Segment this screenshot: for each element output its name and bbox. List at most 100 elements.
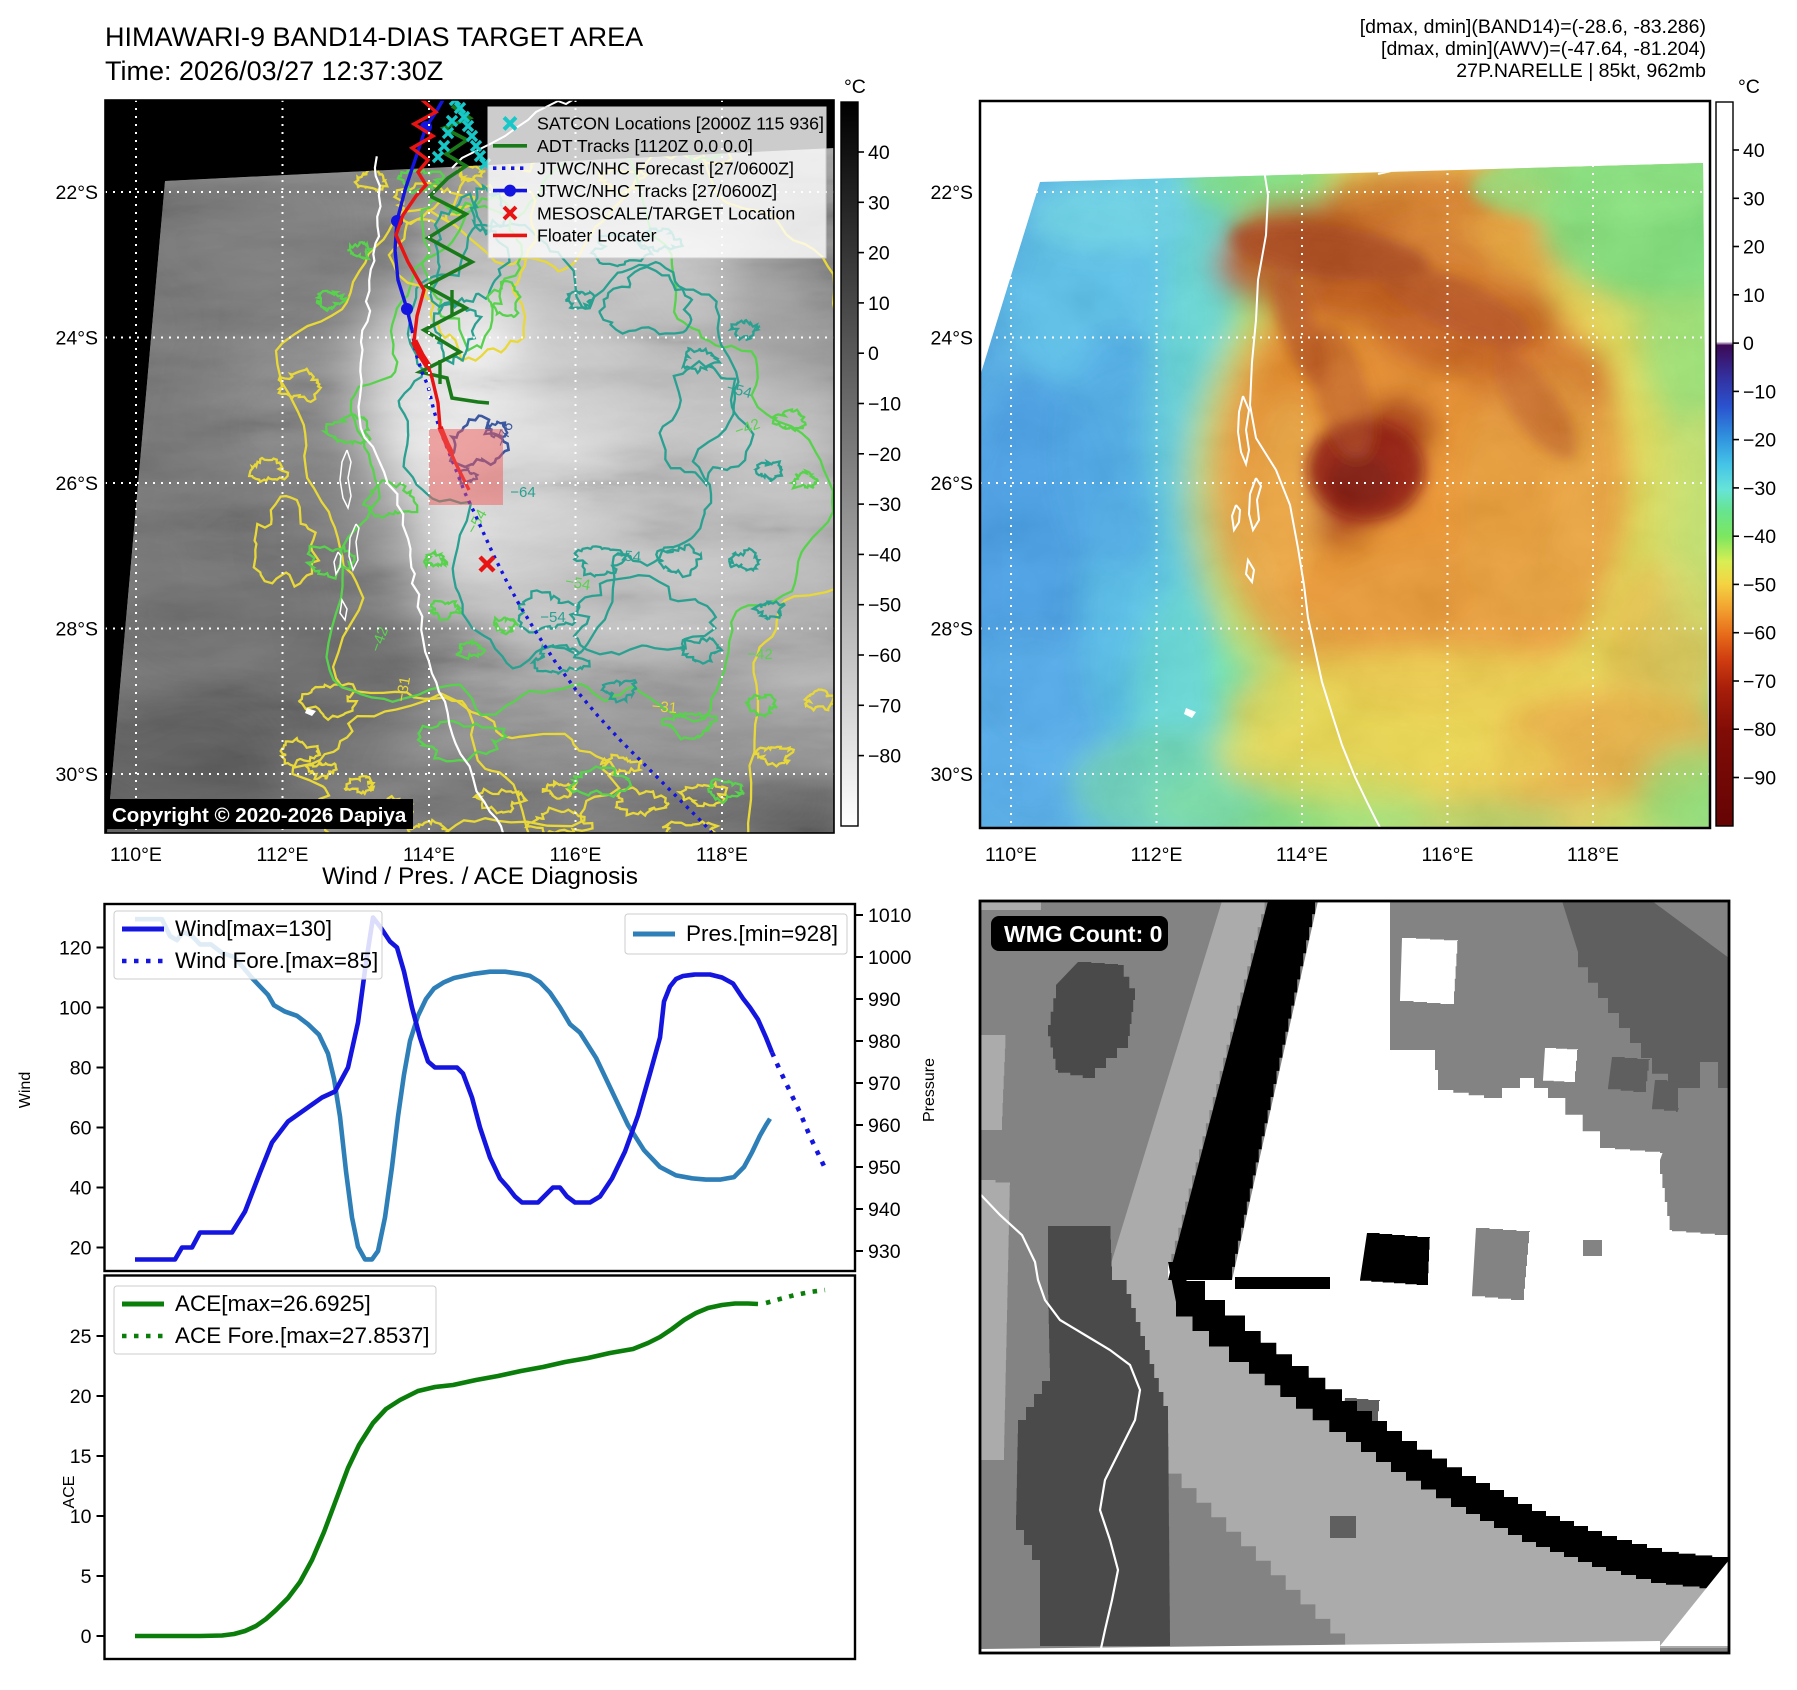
- svg-text:110°E: 110°E: [110, 844, 162, 866]
- svg-text:0: 0: [868, 343, 879, 365]
- svg-text:ACE: ACE: [61, 1476, 78, 1509]
- svg-text:Wind Fore.[max=85]: Wind Fore.[max=85]: [175, 948, 378, 973]
- svg-text:ADT Tracks [1120Z 0.0 0.0]: ADT Tracks [1120Z 0.0 0.0]: [537, 136, 753, 156]
- svg-text:Wind: Wind: [17, 1072, 34, 1108]
- svg-text:−90: −90: [1743, 768, 1776, 790]
- svg-text:−70: −70: [868, 695, 901, 717]
- svg-text:−30: −30: [868, 494, 901, 516]
- svg-text:Pres.[min=928]: Pres.[min=928]: [686, 921, 838, 946]
- svg-text:−20: −20: [868, 444, 901, 466]
- svg-text:950: 950: [868, 1157, 901, 1179]
- svg-text:°C: °C: [1738, 76, 1760, 98]
- svg-text:−54: −54: [540, 609, 565, 626]
- svg-text:30°S: 30°S: [931, 764, 974, 786]
- svg-text:110°E: 110°E: [985, 844, 1037, 866]
- svg-text:40: 40: [868, 142, 890, 164]
- svg-text:1000: 1000: [868, 947, 912, 969]
- svg-text:60: 60: [70, 1118, 92, 1140]
- svg-text:0: 0: [81, 1626, 92, 1648]
- svg-text:112°E: 112°E: [257, 844, 309, 866]
- svg-text:118°E: 118°E: [696, 844, 748, 866]
- svg-text:27P.NARELLE | 85kt, 962mb: 27P.NARELLE | 85kt, 962mb: [1456, 60, 1706, 82]
- svg-text:116°E: 116°E: [550, 844, 602, 866]
- svg-text:Wind[max=130]: Wind[max=130]: [175, 916, 332, 941]
- svg-text:−70: −70: [1743, 671, 1776, 693]
- svg-text:[dmax, dmin](AWV)=(-47.64, -81: [dmax, dmin](AWV)=(-47.64, -81.204): [1381, 38, 1706, 60]
- svg-text:112°E: 112°E: [1131, 844, 1183, 866]
- svg-text:10: 10: [868, 293, 890, 315]
- svg-text:80: 80: [70, 1058, 92, 1080]
- svg-text:20: 20: [1743, 237, 1765, 259]
- svg-text:22°S: 22°S: [931, 182, 974, 204]
- svg-text:22°S: 22°S: [56, 182, 99, 204]
- svg-text:118°E: 118°E: [1567, 844, 1619, 866]
- svg-text:−80: −80: [1743, 719, 1776, 741]
- svg-text:−10: −10: [868, 394, 901, 416]
- svg-text:1010: 1010: [868, 905, 912, 927]
- svg-text:−54: −54: [564, 573, 592, 594]
- svg-text:WMG Count: 0: WMG Count: 0: [1004, 921, 1162, 947]
- svg-text:15: 15: [70, 1446, 92, 1468]
- svg-text:940: 940: [868, 1199, 901, 1221]
- svg-text:−60: −60: [1743, 623, 1776, 645]
- svg-text:28°S: 28°S: [56, 619, 99, 641]
- svg-text:Copyright © 2020-2026 Dapiya: Copyright © 2020-2026 Dapiya: [112, 804, 407, 827]
- svg-text:−40: −40: [868, 544, 901, 566]
- svg-text:−54: −54: [725, 379, 754, 402]
- svg-text:0: 0: [1743, 333, 1754, 355]
- svg-text:40: 40: [1743, 140, 1765, 162]
- svg-text:120: 120: [59, 938, 92, 960]
- svg-text:−42: −42: [747, 646, 772, 663]
- svg-text:−10: −10: [1743, 381, 1776, 403]
- svg-text:28°S: 28°S: [931, 619, 974, 641]
- svg-text:20: 20: [70, 1386, 92, 1408]
- svg-text:−30: −30: [1743, 478, 1776, 500]
- svg-text:24°S: 24°S: [931, 328, 974, 350]
- svg-text:960: 960: [868, 1115, 901, 1137]
- svg-text:−54: −54: [615, 547, 642, 566]
- svg-text:26°S: 26°S: [56, 473, 99, 495]
- svg-text:HIMAWARI-9 BAND14-DIAS TARGET: HIMAWARI-9 BAND14-DIAS TARGET AREA: [105, 22, 643, 52]
- svg-text:−31: −31: [651, 698, 678, 717]
- svg-text:−80: −80: [868, 746, 901, 768]
- svg-text:−64: −64: [510, 484, 535, 501]
- svg-text:116°E: 116°E: [1422, 844, 1474, 866]
- svg-text:10: 10: [1743, 285, 1765, 307]
- svg-text:−40: −40: [1743, 526, 1776, 548]
- svg-text:−60: −60: [868, 645, 901, 667]
- svg-text:930: 930: [868, 1241, 901, 1263]
- svg-text:°C: °C: [844, 76, 866, 98]
- svg-text:990: 990: [868, 989, 901, 1011]
- svg-text:Time: 2026/03/27 12:37:30Z: Time: 2026/03/27 12:37:30Z: [105, 56, 443, 86]
- svg-text:30: 30: [1743, 188, 1765, 210]
- svg-text:Pressure: Pressure: [921, 1058, 938, 1122]
- svg-text:40: 40: [70, 1178, 92, 1200]
- svg-text:MESOSCALE/TARGET Location: MESOSCALE/TARGET Location: [537, 203, 795, 223]
- svg-text:114°E: 114°E: [1276, 844, 1328, 866]
- svg-text:ACE[max=26.6925]: ACE[max=26.6925]: [175, 1291, 371, 1316]
- svg-text:JTWC/NHC Tracks [27/0600Z]: JTWC/NHC Tracks [27/0600Z]: [537, 181, 777, 201]
- svg-text:25: 25: [70, 1326, 92, 1348]
- svg-text:20: 20: [868, 243, 890, 265]
- svg-text:30: 30: [868, 192, 890, 214]
- svg-text:114°E: 114°E: [403, 844, 455, 866]
- svg-text:[dmax, dmin](BAND14)=(-28.6, -: [dmax, dmin](BAND14)=(-28.6, -83.286): [1360, 16, 1706, 38]
- svg-text:5: 5: [81, 1566, 92, 1588]
- svg-text:−50: −50: [868, 595, 901, 617]
- svg-text:Floater Locater: Floater Locater: [537, 226, 657, 246]
- svg-text:970: 970: [868, 1073, 901, 1095]
- svg-text:30°S: 30°S: [56, 764, 99, 786]
- svg-text:24°S: 24°S: [56, 328, 99, 350]
- svg-text:SATCON Locations [2000Z 115 93: SATCON Locations [2000Z 115 936]: [537, 114, 824, 134]
- svg-text:20: 20: [70, 1238, 92, 1260]
- svg-text:Wind / Pres. / ACE Diagnosis: Wind / Pres. / ACE Diagnosis: [322, 863, 638, 890]
- svg-text:10: 10: [70, 1506, 92, 1528]
- svg-text:−50: −50: [1743, 574, 1776, 596]
- svg-text:−20: −20: [1743, 430, 1776, 452]
- svg-text:−31: −31: [393, 675, 414, 703]
- svg-text:JTWC/NHC Forecast [27/0600Z]: JTWC/NHC Forecast [27/0600Z]: [537, 159, 794, 179]
- svg-text:ACE Fore.[max=27.8537]: ACE Fore.[max=27.8537]: [175, 1323, 430, 1348]
- svg-text:980: 980: [868, 1031, 901, 1053]
- svg-text:100: 100: [59, 998, 92, 1020]
- svg-text:26°S: 26°S: [931, 473, 974, 495]
